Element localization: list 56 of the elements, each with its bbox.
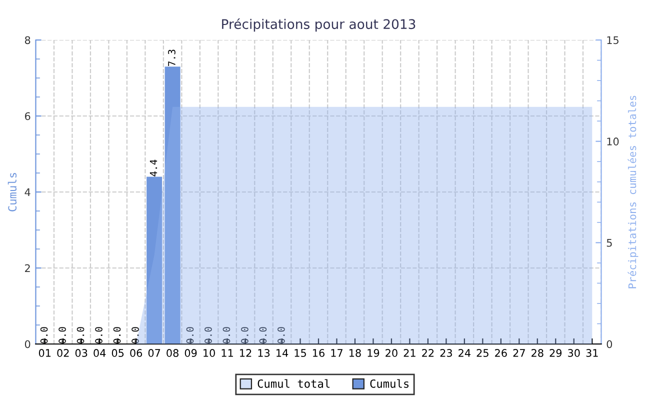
x-tick-label: 31 — [586, 349, 598, 357]
x-tick-label: 02 — [57, 349, 69, 357]
x-tick-label: 28 — [532, 349, 544, 357]
x-tick-label: 18 — [350, 349, 361, 357]
data-label: 0.0 — [76, 327, 84, 344]
data-label: 7.3 — [168, 50, 176, 66]
data-label: 0.0 — [58, 327, 66, 344]
data-label: 0.0 — [113, 327, 121, 344]
y2-tick-label: 10 — [607, 138, 619, 146]
x-tick-label: 11 — [222, 349, 233, 357]
x-tick-label: 16 — [313, 349, 324, 357]
x-tick-label: 23 — [440, 349, 452, 357]
legend-label: Cumul total — [258, 379, 330, 388]
x-tick-label: 25 — [476, 349, 488, 357]
y-tick-label: 4 — [24, 188, 30, 196]
x-tick-label: 21 — [404, 349, 416, 357]
data-label: 0.0 — [259, 327, 267, 344]
x-tick-label: 05 — [112, 349, 124, 357]
x-tick-label: 29 — [550, 349, 562, 357]
x-tick-label: 07 — [148, 349, 160, 357]
x-tick-label: 04 — [94, 349, 106, 357]
data-label: 0.0 — [95, 327, 102, 344]
x-tick-label: 30 — [568, 349, 580, 357]
x-tick-label: 01 — [38, 349, 51, 357]
x-tick-label: 09 — [184, 349, 197, 357]
x-tick-label: 12 — [240, 349, 252, 357]
y-axis-title: Cumuls — [8, 173, 17, 212]
chart-title: Précipitations pour aout 2013 — [222, 18, 416, 32]
y2-tick-label: 15 — [607, 36, 618, 44]
y-tick-label: 6 — [24, 112, 30, 120]
y-tick-label: 8 — [24, 36, 30, 44]
x-tick-label: 17 — [331, 349, 342, 357]
x-tick-label: 27 — [513, 349, 525, 357]
data-label: 0.0 — [186, 327, 194, 344]
x-tick-label: 14 — [276, 349, 288, 357]
y-tick-label: 0 — [24, 340, 30, 348]
x-tick-label: 15 — [294, 349, 306, 357]
x-tick-label: 22 — [422, 349, 434, 357]
x-tick-label: 19 — [368, 349, 380, 357]
x-tick-label: 03 — [75, 349, 88, 357]
y2-tick-label: 0 — [606, 340, 612, 348]
x-tick-label: 06 — [130, 349, 142, 357]
x-tick-label: 20 — [386, 349, 398, 357]
x-tick-label: 10 — [204, 349, 215, 357]
x-tick-label: 13 — [258, 349, 270, 357]
y-tick-label: 2 — [25, 264, 30, 272]
x-tick-label: 24 — [458, 349, 470, 357]
legend-label: Cumuls — [370, 379, 409, 388]
data-label: 0.0 — [222, 327, 230, 344]
y2-axis-title: Précipitations cumulées totales — [628, 96, 638, 288]
data-label: 0.0 — [40, 327, 48, 344]
x-tick-label: 26 — [495, 349, 507, 357]
data-label: 0.0 — [132, 327, 139, 344]
y2-tick-label: 5 — [606, 239, 612, 247]
data-label: 4.4 — [150, 160, 158, 176]
x-tick-label: 08 — [166, 349, 178, 357]
